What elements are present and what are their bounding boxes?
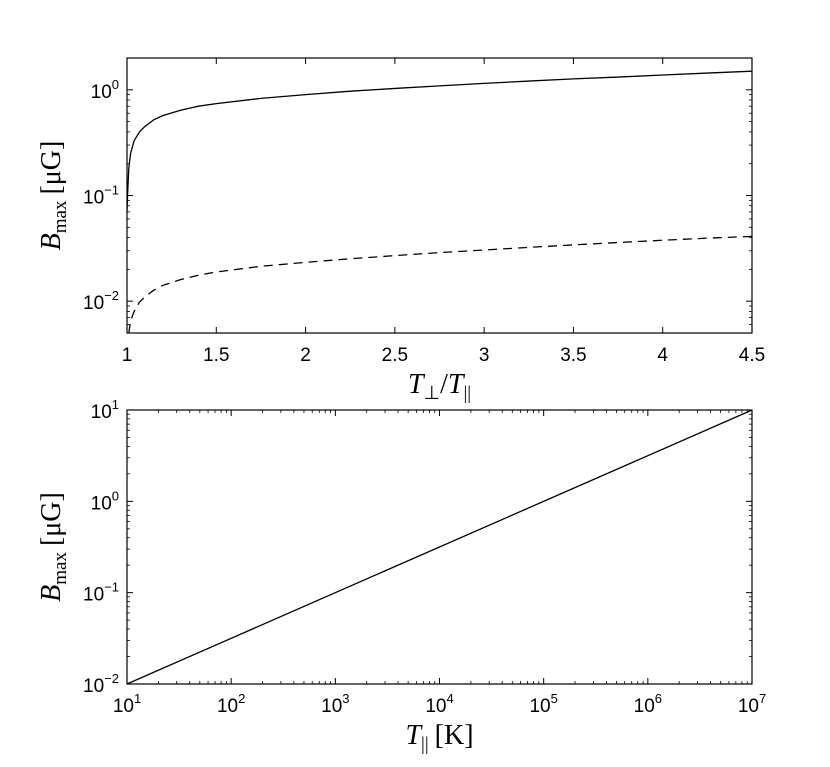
x-tick-label: 4 [657,345,668,366]
x-tick-label: 3 [479,345,490,366]
series-line-dashed [128,235,752,333]
series-line-solid [127,70,752,212]
y-tick-label: 100 [91,77,119,103]
x-tick-label: 1.5 [203,345,229,366]
x-tick-label: 107 [738,691,766,717]
y-tick-label: 101 [91,397,119,423]
x-tick-label: 3.5 [560,345,586,366]
y-axis-label: Bmax[μG] [36,141,71,251]
y-axis-label: Bmax[μG] [36,492,71,602]
chart-1: 1 1.5 2 2.5 3 3.5 4 4.5 10−2 10−1 100 Bmax[μG] T⊥/T|… [36,57,765,404]
chart-2: 101 102 103 104 105 106 107 10−2 10−1 100 101 Bmax[… [36,397,766,755]
x-axis-label: T⊥/T|| [408,369,471,404]
y-tick-label: 10−2 [83,288,119,314]
y-tick-label: 10−1 [83,183,119,209]
x-tick-label: 1 [122,345,133,366]
x-tick-label: 4.5 [739,345,765,366]
y-tick-label: 10−1 [83,580,119,606]
series-line-solid [127,410,752,684]
y-tick-label: 100 [91,488,119,514]
x-tick-label: 2.5 [382,345,408,366]
x-tick-label: 103 [321,691,349,717]
plot-frame [126,57,753,334]
x-tick-label: 101 [113,691,141,717]
x-tick-label: 2 [300,345,311,366]
x-tick-label: 106 [634,691,662,717]
x-tick-label: 105 [529,691,557,717]
y-tick-label: 10−2 [83,671,119,697]
x-axis-label: T|| [K] [405,720,473,755]
x-tick-label: 104 [425,691,453,717]
x-tick-label: 102 [217,691,245,717]
